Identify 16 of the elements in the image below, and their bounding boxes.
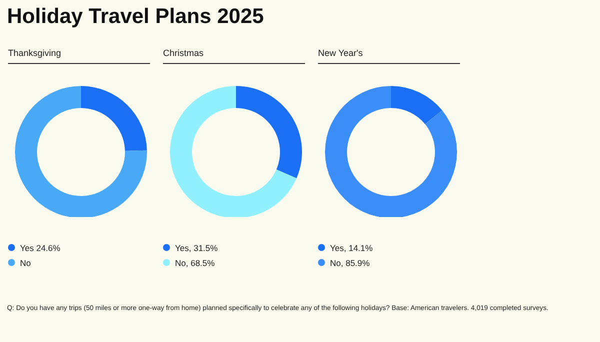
chart-title: Christmas	[163, 48, 305, 64]
donut-slice	[170, 86, 297, 217]
text: Holiday Travel Plans 2025	[7, 5, 264, 29]
chart-title: New Year's	[318, 48, 460, 64]
legend-label: Yes, 31.5%	[175, 242, 218, 252]
legend-label: No	[20, 258, 31, 268]
donut-slice	[325, 86, 457, 217]
legend-label: Yes, 14.1%	[330, 242, 373, 252]
legend-label: No, 68.5%	[175, 258, 215, 268]
legend-label: Yes 24.6%	[20, 242, 60, 252]
donut-slice	[391, 86, 442, 124]
donut-slice	[15, 86, 147, 217]
legend-label: No, 85.9%	[330, 258, 370, 268]
donut-slice	[81, 86, 147, 151]
chart-title: Thanksgiving	[8, 48, 150, 64]
donut-slice	[236, 86, 302, 178]
